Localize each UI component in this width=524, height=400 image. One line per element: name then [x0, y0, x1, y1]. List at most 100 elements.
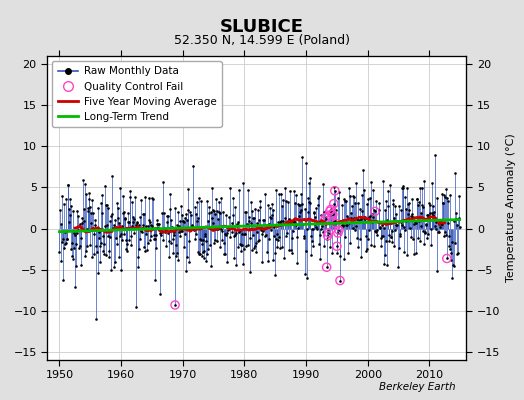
Point — [324, 228, 332, 234]
Point — [261, 190, 269, 197]
Point — [299, 220, 307, 227]
Point — [422, 221, 430, 228]
Point — [96, 259, 104, 265]
Point — [345, 184, 353, 191]
Point — [359, 215, 368, 221]
Point — [86, 210, 95, 216]
Point — [312, 224, 320, 230]
Point — [262, 232, 270, 238]
Point — [90, 231, 98, 237]
Point — [278, 244, 286, 250]
Point — [311, 214, 320, 221]
Point — [302, 226, 311, 232]
Point — [376, 243, 385, 249]
Point — [97, 240, 105, 246]
Point — [404, 211, 412, 218]
Point — [449, 218, 457, 224]
Point — [317, 226, 325, 232]
Point — [368, 211, 376, 217]
Point — [170, 204, 179, 211]
Point — [194, 251, 203, 257]
Point — [135, 246, 143, 252]
Point — [246, 199, 255, 206]
Point — [363, 246, 372, 252]
Point — [348, 224, 357, 231]
Point — [359, 219, 367, 225]
Point — [73, 230, 82, 236]
Point — [412, 196, 421, 202]
Point — [90, 251, 99, 257]
Point — [362, 232, 370, 239]
Point — [73, 208, 81, 214]
Point — [66, 212, 74, 218]
Point — [312, 205, 321, 212]
Point — [125, 236, 134, 243]
Point — [265, 221, 274, 228]
Point — [179, 218, 187, 224]
Point — [231, 232, 239, 238]
Point — [145, 216, 153, 223]
Point — [171, 242, 180, 248]
Point — [446, 192, 454, 198]
Point — [443, 255, 451, 262]
Point — [126, 194, 135, 200]
Point — [88, 254, 96, 260]
Point — [78, 215, 86, 221]
Point — [69, 256, 78, 262]
Point — [309, 242, 318, 249]
Point — [396, 232, 404, 239]
Point — [132, 222, 140, 228]
Point — [348, 218, 356, 224]
Point — [75, 244, 83, 251]
Point — [443, 255, 451, 262]
Point — [328, 211, 336, 217]
Point — [450, 263, 458, 270]
Point — [402, 206, 410, 212]
Point — [92, 243, 100, 250]
Point — [324, 230, 333, 236]
Point — [219, 209, 227, 215]
Point — [208, 215, 216, 221]
Point — [124, 210, 133, 216]
Point — [89, 225, 97, 232]
Point — [256, 198, 265, 204]
Point — [244, 242, 252, 249]
Point — [349, 192, 357, 199]
Point — [210, 208, 218, 214]
Point — [303, 195, 312, 202]
Point — [183, 216, 192, 223]
Point — [91, 222, 99, 228]
Point — [411, 219, 419, 225]
Point — [436, 218, 444, 225]
Point — [339, 222, 347, 228]
Point — [384, 188, 392, 194]
Point — [214, 226, 222, 232]
Point — [152, 216, 161, 223]
Point — [420, 178, 428, 184]
Point — [343, 213, 351, 219]
Point — [179, 218, 188, 224]
Point — [356, 216, 365, 223]
Point — [334, 230, 342, 236]
Text: SLUBICE: SLUBICE — [220, 18, 304, 36]
Point — [237, 242, 245, 248]
Point — [59, 236, 67, 242]
Point — [450, 240, 458, 246]
Point — [227, 225, 235, 231]
Point — [388, 239, 396, 245]
Point — [272, 236, 280, 242]
Point — [363, 201, 371, 207]
Point — [94, 234, 103, 241]
Point — [305, 200, 314, 206]
Point — [302, 160, 310, 166]
Point — [106, 234, 115, 240]
Point — [128, 199, 137, 206]
Point — [391, 203, 400, 209]
Point — [192, 210, 200, 217]
Point — [227, 228, 236, 235]
Point — [297, 207, 305, 214]
Point — [238, 230, 246, 237]
Point — [80, 218, 88, 224]
Point — [446, 246, 455, 253]
Point — [445, 243, 454, 250]
